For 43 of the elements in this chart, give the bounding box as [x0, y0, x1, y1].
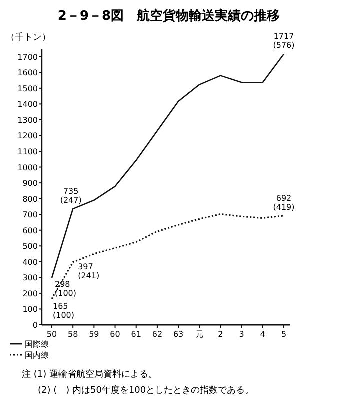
legend-label: 国内線	[25, 351, 49, 360]
text: 注 (1) 運輸省航空局資料による。	[22, 369, 158, 380]
y-tick-label: 500	[22, 242, 38, 252]
y-tick-label: 600	[22, 226, 38, 236]
x-tick-label: 58	[68, 330, 78, 339]
legend-label: 国際線	[25, 340, 49, 349]
y-tick-label: 900	[22, 179, 38, 188]
y-tick-label: 1300	[18, 116, 38, 125]
chart-title: 2－9－8図 航空貨物輸送実績の推移	[58, 8, 280, 24]
data-label: 397 (241)	[78, 262, 100, 280]
data-label: 735 (247)	[60, 187, 82, 206]
data-label: 692 (419)	[273, 194, 295, 212]
y-tick-label: 1700	[18, 52, 38, 62]
y-tick-label: 1100	[18, 148, 38, 157]
x-tick-label: 50	[46, 330, 58, 339]
x-tick-label: 59	[89, 330, 100, 339]
y-tick-label: 1600	[18, 68, 38, 78]
y-tick-label: 300	[22, 274, 38, 283]
x-tick-label: 61	[131, 330, 142, 339]
x-tick-label: 63	[173, 330, 184, 339]
y-tick-label: 700	[22, 210, 38, 220]
y-tick-label: 1400	[18, 100, 38, 110]
y-tick-label: 1200	[18, 132, 38, 141]
y-tick-label: 1500	[18, 84, 38, 94]
x-tick-label: 3	[239, 330, 244, 339]
x-tick-label: 2	[218, 330, 224, 339]
line-series	[51, 213, 285, 300]
text: (2) ( ) 内は50年度を100としたときの指数である。	[38, 385, 254, 396]
x-tick-label: 4	[260, 330, 266, 339]
x-tick-label: 5	[281, 330, 287, 339]
x-tick-label: 60	[110, 330, 120, 339]
y-tick-label: 100	[22, 305, 38, 314]
data-label: 298 (100)	[55, 280, 77, 298]
y-tick-label: 0	[32, 321, 38, 330]
y-tick-label: 800	[22, 194, 38, 204]
data-label: 165 (100)	[53, 302, 75, 320]
y-tick-label: 1000	[18, 163, 38, 172]
y-tick-label: 400	[22, 258, 38, 267]
x-tick-label: 62	[152, 330, 163, 339]
y-axis-title: （千トン）	[6, 32, 51, 43]
data-label: 1717 (576)	[273, 32, 295, 50]
x-tick-label: 元	[196, 330, 204, 339]
y-tick-label: 200	[22, 289, 38, 298]
